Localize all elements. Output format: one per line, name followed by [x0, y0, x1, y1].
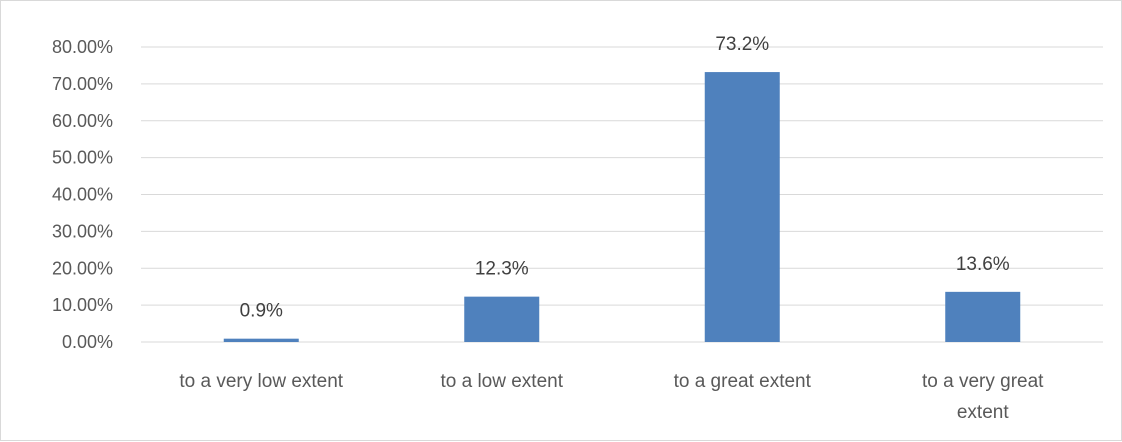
bars [223, 72, 1021, 342]
data-label: 13.6% [956, 254, 1010, 275]
x-category-label: to a low extent [440, 371, 563, 392]
bar [945, 291, 1021, 342]
x-category-label: to a great extent [674, 371, 812, 392]
y-tick-label: 30.00% [52, 221, 113, 241]
y-axis-tick-labels: 0.00% 10.00% 20.00% 30.00% 40.00% 50.00% 60.00… [52, 37, 113, 352]
x-category-label: to a very great extent [922, 371, 1044, 423]
y-tick-label: 60.00% [52, 111, 113, 131]
y-tick-label: 80.00% [52, 37, 113, 57]
data-label: 12.3% [475, 259, 529, 280]
y-tick-label: 40.00% [52, 185, 113, 205]
data-labels: 0.9% 12.3% 73.2% 13.6% [240, 34, 1010, 322]
bar [223, 338, 299, 342]
x-category-label: to a very low extent [179, 371, 343, 392]
gridlines [141, 46, 1103, 343]
y-tick-label: 50.00% [52, 148, 113, 168]
bar [704, 72, 780, 342]
y-tick-label: 70.00% [52, 74, 113, 94]
y-tick-label: 0.00% [62, 332, 113, 352]
y-tick-label: 20.00% [52, 258, 113, 278]
y-tick-label: 10.00% [52, 295, 113, 315]
x-axis-category-labels: to a very low extent to a low extent to a … [179, 371, 1044, 423]
bar [464, 296, 540, 342]
data-label: 73.2% [715, 34, 769, 55]
data-label: 0.9% [240, 301, 283, 322]
